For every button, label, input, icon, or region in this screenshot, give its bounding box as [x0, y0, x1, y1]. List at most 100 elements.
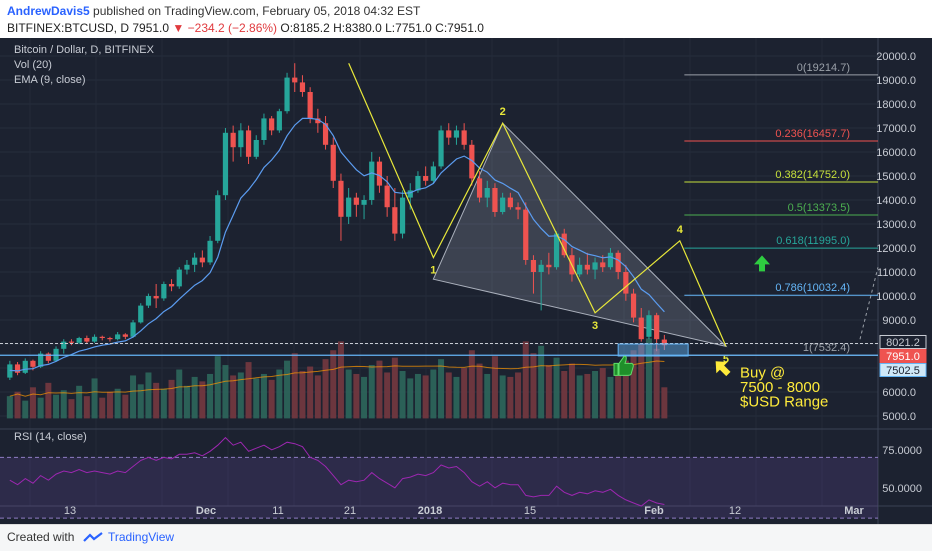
- volume-bar: [145, 372, 152, 419]
- chart-area[interactable]: 1 2 3 4 5 0(19214.7) 0.236(16457.7) 0.382(14752…: [0, 38, 932, 524]
- volume-bar: [630, 350, 637, 419]
- candle-body: [91, 336, 98, 342]
- volume-bar: [307, 366, 314, 419]
- volume-bar: [499, 375, 506, 419]
- candle-body: [22, 360, 28, 373]
- candle-body: [399, 197, 406, 234]
- price-tick-label: 15000.0: [876, 171, 916, 183]
- buy-zone-box: [617, 343, 689, 357]
- thumbs-up-icon: [613, 355, 634, 376]
- candle-body: [199, 257, 205, 263]
- volume-bar: [345, 369, 352, 419]
- ema-line: [9, 117, 665, 372]
- candle-body: [476, 178, 483, 198]
- ohlc-values: O:8185.2 H:8380.0 L:7751.0 C:7951.0: [280, 21, 484, 35]
- tradingview-brand[interactable]: TradingView: [108, 530, 175, 544]
- volume-legend: Vol (20): [14, 59, 52, 71]
- time-axis-label: 21: [344, 505, 356, 517]
- candle-body: [600, 262, 606, 268]
- volume-bar: [615, 365, 622, 419]
- price-tick-label: 11000.0: [877, 267, 916, 279]
- price-tick-label: 6000.0: [882, 387, 916, 399]
- candle-body: [607, 252, 614, 268]
- candle-body: [592, 262, 598, 270]
- volume-bar: [207, 373, 214, 419]
- volume-bar: [37, 397, 44, 419]
- candle-body: [615, 252, 621, 272]
- triangle-pattern: [432, 122, 728, 348]
- volume-bar: [268, 379, 275, 419]
- volume-bar: [330, 350, 337, 419]
- candle-body: [245, 130, 252, 157]
- candle-body: [661, 339, 667, 346]
- volume-bar: [661, 387, 668, 419]
- volume-bar: [453, 376, 460, 419]
- candle-body: [346, 197, 352, 217]
- candle-body: [161, 284, 167, 299]
- fib-level-label: 0.5(13373.5): [788, 202, 850, 214]
- candle-body: [507, 197, 513, 208]
- candle-body: [638, 317, 644, 340]
- volume-bar: [106, 391, 113, 419]
- volume-bar: [68, 399, 75, 419]
- candle-body: [284, 77, 290, 112]
- candle-body: [261, 118, 267, 140]
- volume-bar: [99, 397, 106, 419]
- candle-body: [469, 144, 475, 179]
- price-tag-label: 8021.2: [886, 337, 920, 349]
- candle-body: [461, 130, 467, 145]
- wave-pattern-line: [348, 62, 727, 347]
- candle-body: [192, 257, 198, 265]
- candle-body: [553, 233, 560, 268]
- volume-bar: [592, 370, 599, 419]
- volume-bar: [284, 360, 291, 419]
- volume-bar: [407, 378, 414, 419]
- volume-bar: [414, 373, 421, 419]
- symbol-label: BITFINEX:BTCUSD, D: [7, 21, 130, 35]
- candle-body: [145, 296, 152, 306]
- buy-annotation-line3: $USD Range: [740, 393, 828, 410]
- volume-bar: [476, 363, 483, 419]
- volume-bar: [60, 390, 67, 419]
- time-axis-label: 15: [524, 505, 536, 517]
- candle-body: [299, 82, 306, 92]
- volume-bar: [638, 344, 645, 419]
- fib-level-label: 0.382(14752.0): [775, 169, 850, 181]
- volume-bar: [83, 396, 90, 419]
- candle-body: [361, 200, 367, 205]
- candle-body: [269, 118, 275, 131]
- candle-body: [577, 264, 583, 275]
- volume-bar: [568, 363, 575, 419]
- volume-bar: [137, 384, 144, 419]
- candle-body: [523, 209, 529, 260]
- candle-body: [407, 190, 413, 198]
- volume-bar: [622, 360, 629, 419]
- candle-body: [99, 336, 105, 338]
- volume-bar: [584, 373, 591, 419]
- chart-canvas[interactable]: 123450(19214.7)0.236(16457.7)0.382(14752…: [0, 38, 932, 524]
- volume-bar: [653, 348, 660, 419]
- time-axis-label: 11: [272, 505, 283, 517]
- wave-label-2: 2: [500, 106, 506, 118]
- candle-body: [430, 166, 436, 181]
- candle-body: [315, 118, 321, 124]
- price-tag-box: [879, 348, 927, 363]
- volume-bar: [422, 375, 429, 419]
- volume-bar: [22, 400, 29, 419]
- volume-bar: [122, 394, 129, 419]
- candle-body: [438, 130, 444, 167]
- volume-bar: [337, 341, 344, 419]
- chart-header: AndrewDavis5 published on TradingView.co…: [0, 0, 932, 38]
- time-axis-label: Mar: [844, 505, 864, 517]
- candle-body: [646, 315, 652, 337]
- fib-level-label: 0.618(11995.0): [776, 235, 850, 247]
- candle-body: [654, 315, 660, 340]
- created-with-label: Created with: [7, 530, 75, 544]
- volume-bar: [276, 369, 283, 419]
- author-link[interactable]: AndrewDavis5: [7, 4, 90, 18]
- price-tick-label: 5000.0: [882, 411, 916, 423]
- volume-bar: [399, 370, 406, 419]
- candle-body: [176, 269, 182, 287]
- fib-level-label: 0(19214.7): [797, 62, 850, 74]
- candle-body: [330, 144, 336, 181]
